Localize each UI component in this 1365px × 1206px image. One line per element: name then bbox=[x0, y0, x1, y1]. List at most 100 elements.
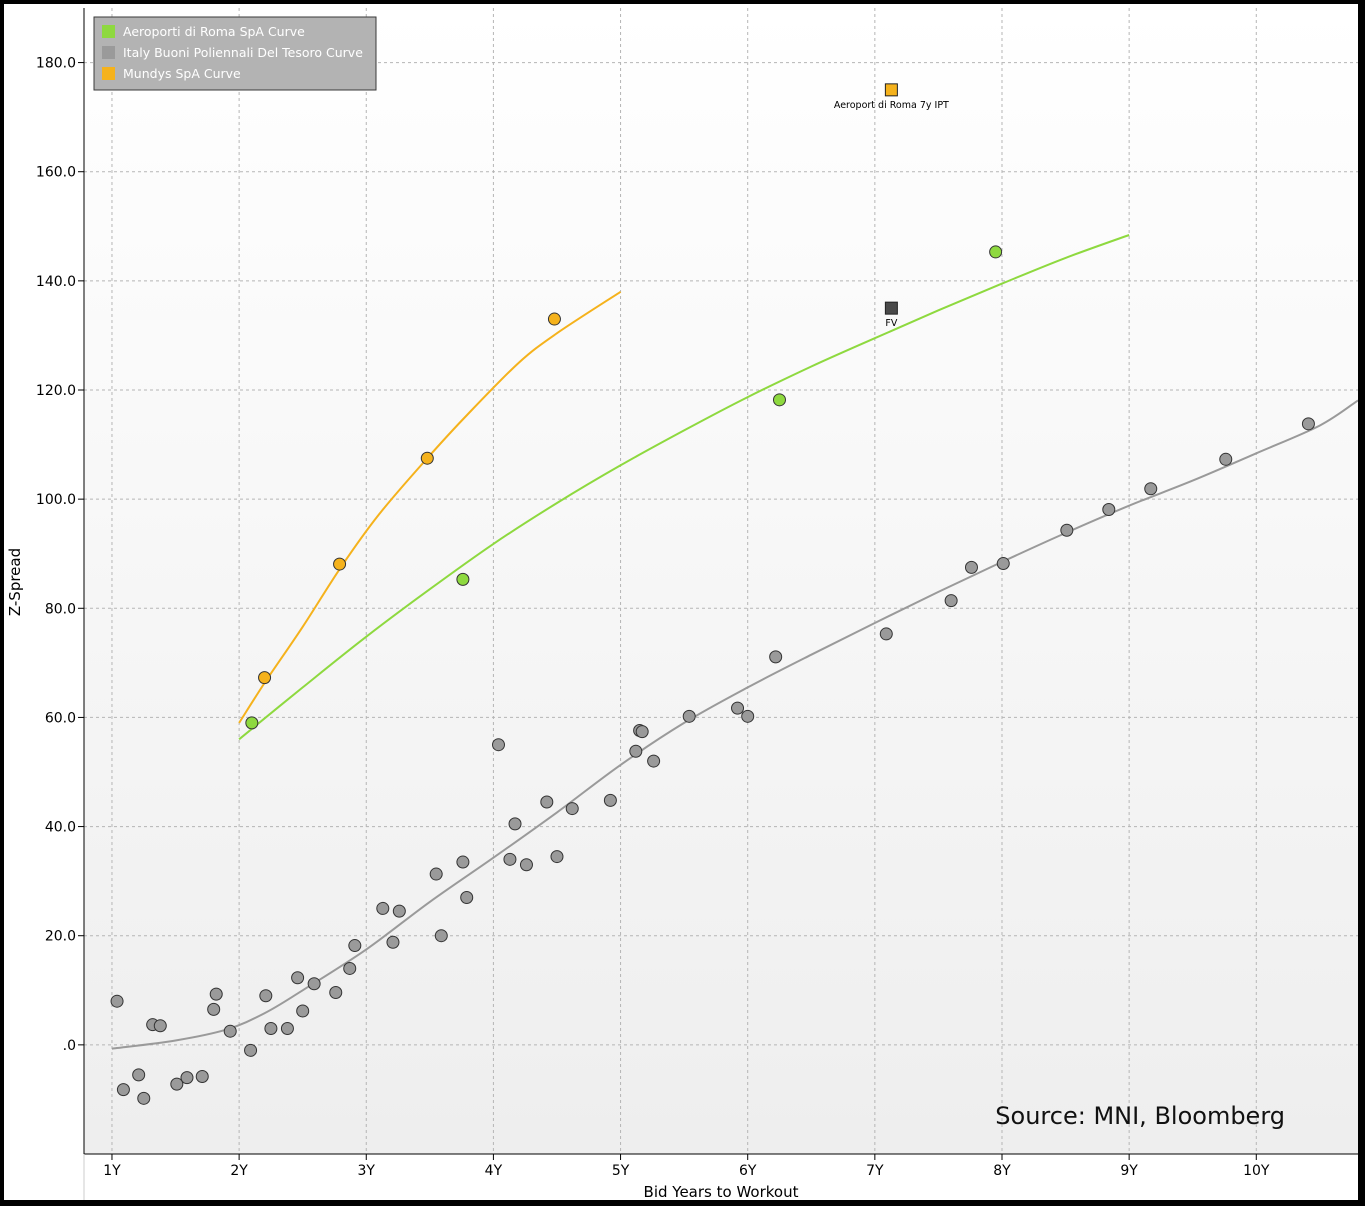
point-btp bbox=[1102, 503, 1116, 517]
point-btp bbox=[259, 989, 273, 1003]
point-btp bbox=[508, 817, 522, 831]
curve-aeroporti bbox=[238, 234, 1130, 741]
curve-mundys bbox=[238, 290, 622, 724]
point-btp bbox=[731, 701, 745, 715]
point-btp bbox=[944, 594, 958, 608]
point-btp bbox=[603, 793, 617, 807]
legend-swatch-mundys bbox=[102, 67, 115, 80]
point-btp bbox=[329, 985, 343, 999]
point-btp bbox=[879, 627, 893, 641]
source-note: Source: MNI, Bloomberg bbox=[995, 1102, 1285, 1130]
point-btp bbox=[223, 1024, 237, 1038]
point-btp bbox=[429, 867, 443, 881]
y-axis-title: Z-Spread bbox=[6, 548, 24, 616]
grid-lines bbox=[84, 8, 1358, 1154]
point-btp bbox=[550, 850, 564, 864]
x-tick-label: 3Y bbox=[358, 1163, 376, 1179]
legend-swatch-btp bbox=[102, 46, 115, 59]
legend-swatch-aeroporti bbox=[102, 25, 115, 38]
point-btp bbox=[1144, 482, 1158, 496]
point-btp bbox=[343, 961, 357, 975]
point-mundys bbox=[547, 312, 561, 326]
x-axis-ticks: 1Y 2Y 3Y 4Y 5Y 6Y 7Y 8Y 9Y 10Y bbox=[103, 1154, 1270, 1179]
point-btp bbox=[1301, 417, 1315, 431]
legend-label-btp: Italy Buoni Poliennali Del Tesoro Curve bbox=[123, 45, 363, 60]
point-btp bbox=[376, 901, 390, 915]
point-btp bbox=[629, 744, 643, 758]
point-btp bbox=[964, 560, 978, 574]
point-btp bbox=[137, 1091, 151, 1105]
plot-area bbox=[84, 8, 1358, 1154]
point-btp bbox=[296, 1004, 310, 1018]
point-btp bbox=[635, 725, 649, 739]
y-tick-label: 20.0 bbox=[45, 929, 76, 945]
point-btp bbox=[170, 1077, 184, 1091]
point-mundys bbox=[333, 557, 347, 571]
point-btp bbox=[116, 1083, 130, 1097]
x-tick-label: 8Y bbox=[993, 1163, 1011, 1179]
y-axis-ticks: .0 20.0 40.0 60.0 80.0 100.0 120.0 140.0 160.0 18… bbox=[36, 56, 84, 1054]
point-btp bbox=[307, 977, 321, 991]
point-btp bbox=[519, 858, 533, 872]
legend-label-aeroporti: Aeroporti di Roma SpA Curve bbox=[123, 24, 305, 39]
point-btp bbox=[207, 1002, 221, 1016]
annotation-marker bbox=[884, 301, 898, 315]
point-btp bbox=[769, 650, 783, 664]
point-btp bbox=[503, 852, 517, 866]
point-aeroporti bbox=[989, 245, 1003, 259]
legend-label-mundys: Mundys SpA Curve bbox=[123, 66, 241, 81]
point-btp bbox=[132, 1068, 146, 1082]
legend-box bbox=[93, 16, 377, 91]
legend: Aeroporti di Roma SpA Curve Italy Buoni … bbox=[93, 16, 377, 91]
point-btp bbox=[682, 709, 696, 723]
point-btp bbox=[491, 738, 505, 752]
point-btp bbox=[209, 987, 223, 1001]
x-tick-label: 10Y bbox=[1243, 1163, 1270, 1179]
x-tick-label: 9Y bbox=[1120, 1163, 1138, 1179]
y-tick-label: 120.0 bbox=[36, 383, 76, 399]
annotation-label: Aeroport di Roma 7y IPT bbox=[834, 100, 949, 111]
point-btp bbox=[1219, 452, 1233, 466]
point-btp bbox=[456, 855, 470, 869]
point-btp bbox=[386, 935, 400, 949]
point-btp bbox=[392, 904, 406, 918]
x-tick-label: 7Y bbox=[866, 1163, 884, 1179]
y-tick-label: 40.0 bbox=[45, 820, 76, 836]
y-tick-label: .0 bbox=[63, 1038, 76, 1054]
point-btp bbox=[244, 1043, 258, 1057]
point-btp bbox=[647, 754, 661, 768]
y-tick-label: 140.0 bbox=[36, 274, 76, 290]
point-mundys bbox=[258, 671, 272, 685]
annotations: Aeroport di Roma 7y IPT FV bbox=[834, 83, 949, 329]
point-btp bbox=[348, 939, 362, 953]
y-tick-label: 60.0 bbox=[45, 710, 76, 726]
x-tick-label: 2Y bbox=[230, 1163, 248, 1179]
x-axis-title: Bid Years to Workout bbox=[644, 1183, 799, 1201]
point-aeroporti bbox=[456, 572, 470, 586]
point-btp bbox=[434, 929, 448, 943]
x-tick-label: 6Y bbox=[739, 1163, 757, 1179]
annotation-label: FV bbox=[885, 318, 897, 329]
point-btp bbox=[1060, 523, 1074, 537]
point-aeroporti bbox=[772, 393, 786, 407]
y-tick-label: 160.0 bbox=[36, 165, 76, 181]
point-btp bbox=[540, 795, 554, 809]
point-btp bbox=[460, 891, 474, 905]
point-btp bbox=[291, 971, 305, 985]
point-btp bbox=[153, 1019, 167, 1033]
point-mundys bbox=[420, 451, 434, 465]
fitted-curves bbox=[111, 234, 1358, 1050]
point-btp bbox=[996, 557, 1010, 571]
annotation-marker bbox=[884, 83, 898, 97]
point-btp bbox=[741, 709, 755, 723]
point-btp bbox=[264, 1021, 278, 1035]
x-tick-label: 1Y bbox=[103, 1163, 121, 1179]
x-tick-label: 5Y bbox=[612, 1163, 630, 1179]
y-tick-label: 100.0 bbox=[36, 492, 76, 508]
point-btp bbox=[195, 1070, 209, 1084]
point-btp bbox=[180, 1071, 194, 1085]
point-btp bbox=[280, 1021, 294, 1035]
point-btp bbox=[110, 994, 124, 1008]
point-btp bbox=[565, 802, 579, 816]
